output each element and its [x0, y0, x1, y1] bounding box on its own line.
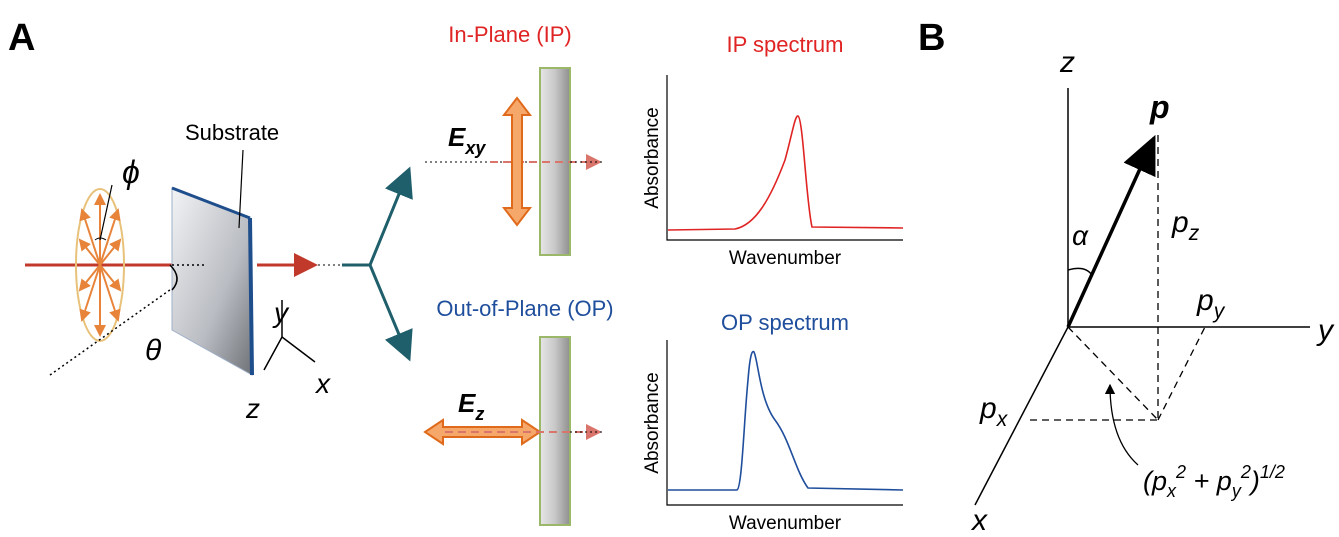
px-label: px: [979, 392, 1009, 431]
py-label: py: [1196, 284, 1226, 323]
formula-subscript: y: [1230, 481, 1242, 501]
ip-title: In-Plane (IP): [448, 22, 572, 47]
panel-label: B: [918, 17, 945, 59]
substrate-label: Substrate: [185, 120, 279, 145]
y-axis-label: Absorbance: [642, 372, 663, 473]
field-subscript: z: [474, 404, 484, 424]
op-spectrum-plot: [666, 340, 904, 506]
formula-part: ): [1248, 466, 1260, 496]
ip-field-label: Exy: [448, 122, 486, 158]
phi-label: ϕ: [122, 154, 140, 190]
op-title: Out-of-Plane (OP): [436, 296, 613, 321]
symbol: p: [1171, 206, 1189, 239]
subscript: z: [1188, 222, 1200, 245]
ip-spectrum-title: IP spectrum: [727, 32, 844, 57]
theta-label: θ: [145, 334, 162, 367]
axis-x-label: x: [314, 368, 331, 399]
formula-superscript: 2: [1175, 462, 1186, 482]
axis-y-label: y: [1316, 314, 1335, 347]
ip-setup: [425, 67, 602, 256]
op-spectrum-title: OP spectrum: [721, 310, 849, 335]
field-symbol: E: [448, 122, 466, 152]
subscript: y: [1212, 300, 1226, 323]
vector-label: p: [1149, 89, 1170, 125]
panel-label: A: [8, 17, 35, 59]
angle-label: α: [1072, 220, 1089, 251]
ip-spectrum-plot: [666, 75, 904, 241]
symbol: p: [1196, 284, 1214, 317]
formula-superscript: 2: [1240, 462, 1251, 482]
formula-part: + p: [1186, 466, 1232, 496]
magnitude-formula: (px2 + py2)1/2: [1143, 462, 1285, 501]
formula-superscript: 1/2: [1260, 462, 1285, 482]
axis-z-label: z: [1059, 46, 1075, 79]
axis-x-label: x: [970, 504, 988, 537]
formula-subscript: x: [1166, 481, 1177, 501]
formula-part: (p: [1143, 466, 1167, 496]
x-axis-label: Wavenumber: [729, 248, 842, 269]
subscript: x: [996, 408, 1009, 431]
field-symbol: E: [458, 388, 476, 418]
op-setup: [423, 336, 602, 526]
vector-diagram: [974, 88, 1310, 506]
pz-label: pz: [1171, 206, 1200, 245]
y-axis-label: Absorbance: [642, 107, 663, 208]
field-subscript: xy: [464, 138, 486, 158]
x-axis-label: Wavenumber: [729, 513, 842, 534]
op-field-label: Ez: [458, 388, 484, 424]
axis-z-label: z: [245, 393, 260, 424]
symbol: p: [979, 392, 997, 425]
beam-setup: [25, 149, 413, 376]
axis-y-label: y: [272, 297, 290, 328]
